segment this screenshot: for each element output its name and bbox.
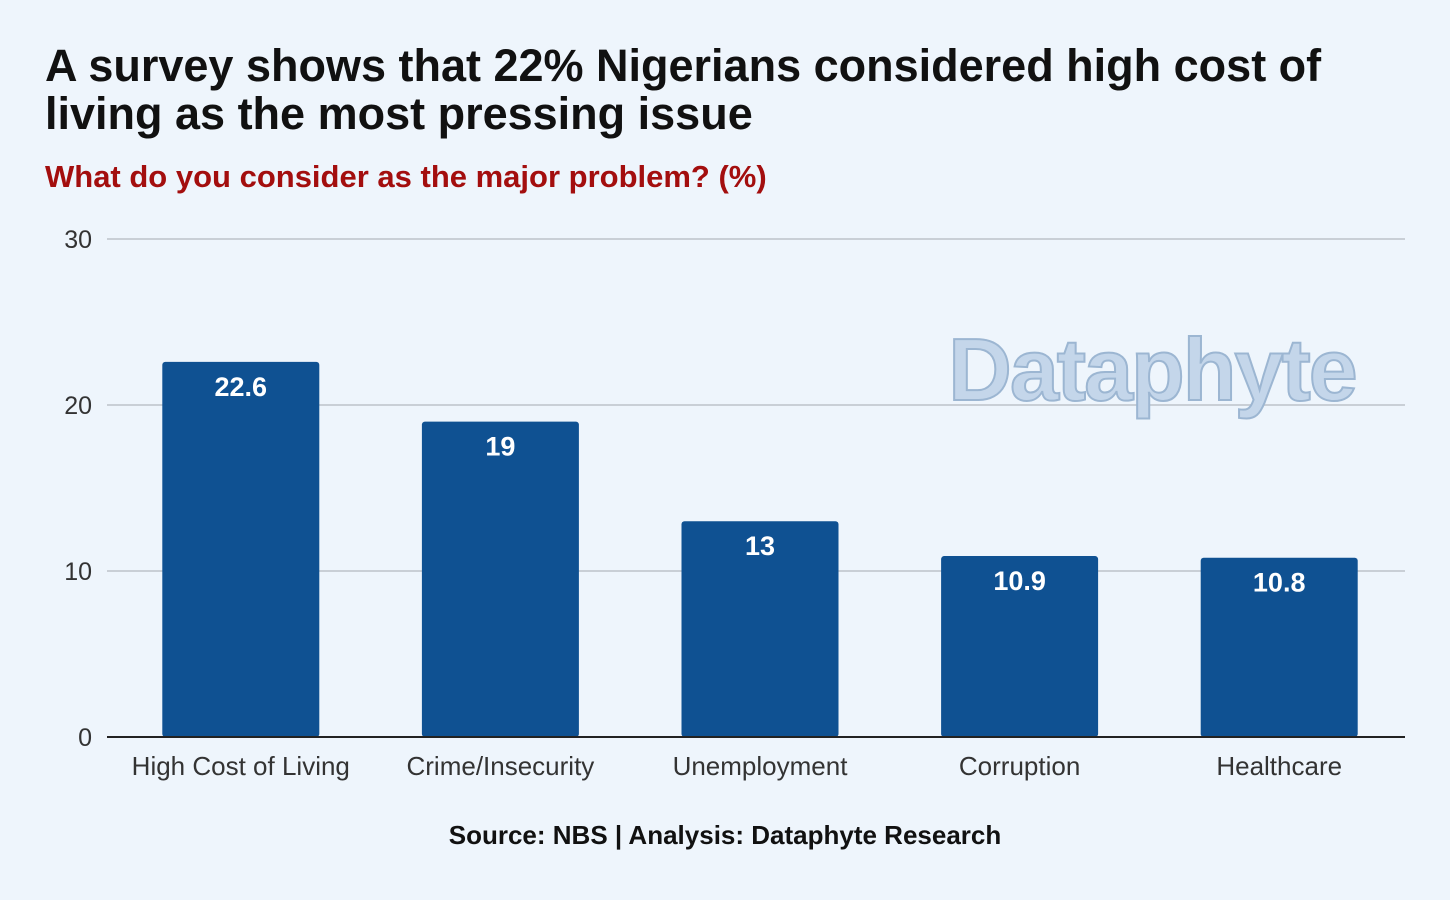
bar-unemployment: [681, 521, 839, 737]
x-category-label: Unemployment: [673, 751, 849, 781]
bar-corruption: [941, 556, 1099, 737]
source-note: Source: NBS | Analysis: Dataphyte Resear…: [448, 820, 1002, 850]
y-tick-label: 0: [78, 724, 92, 752]
x-category-label: High Cost of Living: [132, 751, 350, 781]
bars: 22.6 19 13 10.9 10.8: [162, 361, 1358, 737]
y-axis-ticks: 0 10 20 30: [64, 226, 92, 752]
bar-healthcare: [1200, 557, 1358, 737]
dataphyte-watermark: Dataphyte: [948, 320, 1355, 419]
y-tick-label: 20: [64, 392, 92, 420]
x-category-label: Crime/Insecurity: [406, 751, 594, 781]
y-tick-label: 30: [64, 226, 92, 254]
chart-subtitle: What do you consider as the major proble…: [45, 159, 767, 194]
bar-chart: 0 10 20 30 Dataphyte 22.6 19 13 10.9 10.8 High …: [64, 226, 1405, 781]
bar-value-label: 10.8: [1253, 568, 1306, 598]
bar-value-label: 13: [745, 531, 775, 561]
bar-crime-insecurity: [421, 421, 579, 737]
x-category-label: Healthcare: [1216, 751, 1342, 781]
bar-high-cost-of-living: [162, 361, 320, 737]
x-category-label: Corruption: [959, 751, 1080, 781]
x-axis-categories: High Cost of Living Crime/Insecurity Unemp…: [132, 751, 1342, 781]
bar-value-label: 19: [485, 432, 515, 462]
bar-value-label: 22.6: [215, 372, 268, 402]
y-tick-label: 10: [64, 558, 92, 586]
chart-title: A survey shows that 22% Nigerians consid…: [45, 40, 1322, 139]
bar-value-label: 10.9: [993, 566, 1046, 596]
